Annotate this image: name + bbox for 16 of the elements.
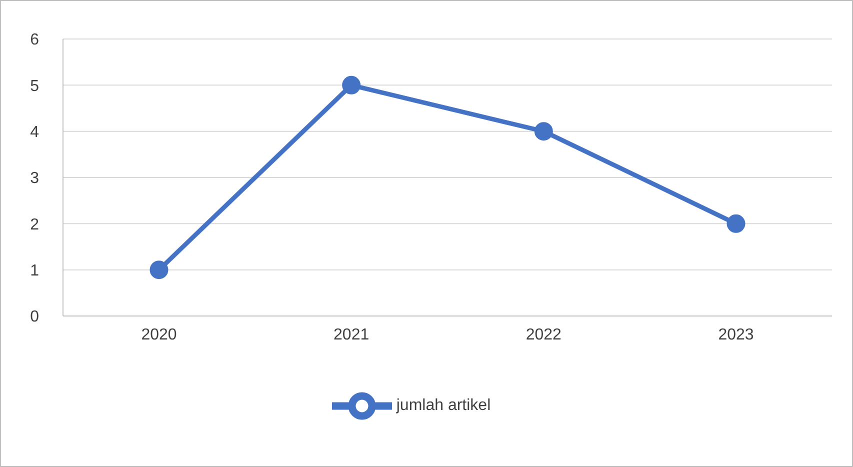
y-tick-label: 6 (30, 32, 40, 49)
x-tick-label: 2022 (526, 326, 562, 344)
y-tick-label: 4 (30, 124, 40, 142)
legend-label: jumlah artikel (396, 397, 491, 414)
x-tick-label: 2021 (334, 326, 370, 344)
point (150, 260, 168, 280)
point (342, 76, 361, 94)
point (534, 122, 553, 141)
point (726, 214, 746, 233)
y-tick-label: 5 (30, 78, 40, 95)
x-tick-label: 2023 (718, 326, 754, 344)
y-tick-label: 1 (30, 262, 40, 280)
y-tick-label: 0 (30, 308, 40, 326)
y-tick-label: 2 (30, 216, 40, 234)
x-tick-label: 2020 (141, 326, 177, 344)
y-tick-label: 3 (30, 170, 40, 188)
